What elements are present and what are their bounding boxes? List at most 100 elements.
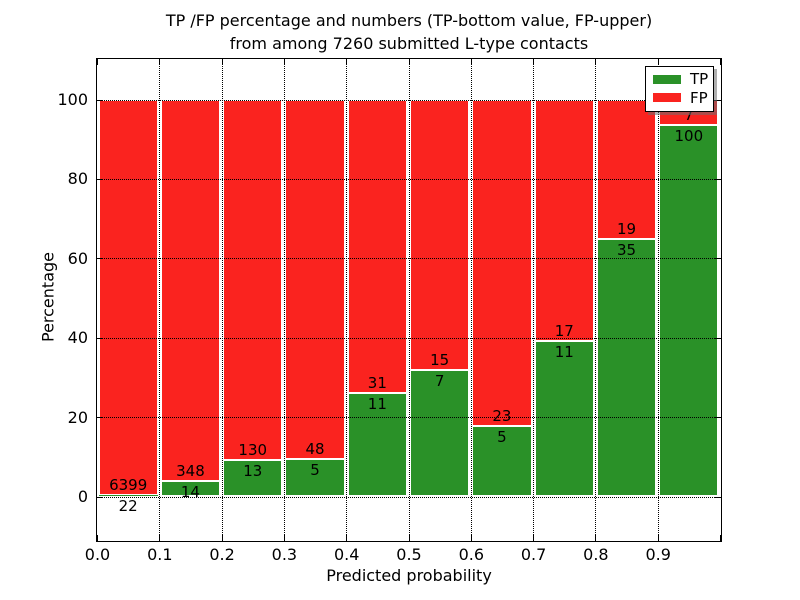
gridline-x	[657, 58, 659, 541]
fp-bar-segment	[160, 99, 221, 482]
gridline-x	[408, 58, 410, 541]
fp-count-label: 6399	[109, 476, 148, 495]
fp-bar-segment	[285, 99, 345, 460]
legend: TP FP	[645, 65, 714, 112]
x-tick-top	[159, 58, 161, 65]
tp-bar-segment	[659, 125, 719, 497]
gridline-x	[533, 58, 535, 541]
gridline-x	[159, 58, 161, 541]
fp-bar-segment	[596, 99, 657, 240]
fp-bar-segment	[410, 99, 470, 371]
y-tick-right	[715, 178, 721, 180]
y-tick-right	[715, 258, 721, 260]
tp-bar-segment	[160, 481, 221, 497]
y-tick-right	[715, 417, 721, 419]
x-tick	[283, 534, 285, 541]
fp-bar-segment	[347, 99, 407, 393]
x-tick	[657, 534, 659, 541]
fp-count-label: 130	[238, 441, 268, 460]
tp-count-label: 22	[118, 497, 138, 516]
x-tick-top	[657, 58, 659, 65]
gridline-x	[346, 58, 348, 541]
x-tick-top	[221, 58, 223, 65]
tp-bar-segment	[98, 495, 158, 497]
x-tick-top	[595, 58, 597, 65]
x-tick	[408, 534, 410, 541]
x-tick-top	[720, 58, 721, 65]
x-tick-top	[97, 58, 98, 65]
fp-bar-segment	[223, 99, 283, 461]
gridline-x	[470, 58, 472, 541]
x-tick-label: 0.2	[209, 545, 235, 564]
y-tick	[97, 496, 103, 498]
y-tick-right	[715, 99, 721, 101]
x-tick-label: 0.4	[333, 545, 360, 564]
plot-area: TP FP 6399 22 348 14 130 13 48 5 31 11 15 7 23 5 17 11 1…	[96, 57, 722, 542]
fp-count-label: 23	[492, 406, 512, 425]
fp-legend-label: FP	[690, 88, 708, 107]
x-axis-label: Predicted probability	[326, 566, 492, 585]
gridline-x	[283, 58, 285, 541]
tp-count-label: 5	[497, 427, 507, 446]
gridline-x	[221, 58, 223, 541]
tp-count-label: 11	[367, 394, 387, 413]
tp-legend-label: TP	[690, 70, 709, 89]
tp-bar-segment	[472, 425, 532, 497]
fp-legend-swatch	[653, 93, 681, 103]
fp-count-label: 7	[684, 106, 694, 125]
x-tick	[97, 534, 98, 541]
tp-count-label: 35	[617, 241, 637, 260]
y-tick-label: 60	[67, 248, 88, 268]
y-tick-right	[715, 337, 721, 339]
tp-bar-segment	[285, 459, 345, 497]
fp-count-label: 348	[176, 462, 205, 481]
x-tick	[533, 534, 535, 541]
y-tick-label: 40	[67, 328, 88, 348]
fp-count-label: 15	[430, 351, 450, 370]
tp-count-label: 13	[243, 462, 263, 481]
x-tick-top	[533, 58, 535, 65]
fp-bar-segment	[472, 99, 532, 426]
x-tick-label: 0.1	[147, 545, 173, 564]
tp-count-label: 5	[310, 461, 320, 480]
tp-count-label: 11	[554, 342, 574, 361]
legend-item-tp: TP	[653, 70, 709, 89]
x-tick	[720, 534, 721, 541]
tp-legend-swatch	[653, 74, 681, 84]
x-tick	[595, 534, 597, 541]
y-tick	[97, 337, 103, 339]
y-tick-label: 80	[67, 169, 88, 189]
fp-count-label: 17	[554, 321, 574, 340]
x-tick-label: 0.3	[271, 545, 298, 564]
x-tick-top	[346, 58, 348, 65]
y-tick	[97, 417, 103, 419]
x-tick-label: 0.8	[583, 545, 609, 564]
x-tick	[470, 534, 472, 541]
fp-count-label: 19	[617, 220, 637, 239]
y-tick-right	[715, 496, 721, 498]
chart-title: TP /FP percentage and numbers (TP-bottom…	[99, 9, 719, 55]
y-tick-label: 20	[67, 407, 88, 427]
tp-bar-segment	[596, 239, 657, 497]
y-tick-label: 0	[77, 487, 88, 506]
x-tick	[346, 534, 348, 541]
x-tick-label: 0.0	[84, 545, 111, 564]
x-tick-top	[470, 58, 472, 65]
tp-bar-segment	[223, 460, 283, 497]
y-tick	[97, 99, 103, 101]
x-tick-top	[408, 58, 410, 65]
x-tick	[159, 534, 161, 541]
fp-bar-segment	[98, 99, 158, 496]
x-tick-label: 0.7	[520, 545, 547, 564]
tp-count-label: 100	[674, 127, 704, 146]
tp-bar-segment	[410, 370, 470, 497]
legend-item-fp: FP	[653, 88, 708, 107]
fp-bar-segment	[534, 99, 594, 341]
tp-count-label: 14	[180, 483, 200, 502]
tp-bar-segment	[534, 340, 594, 497]
gridline-x	[595, 58, 597, 541]
chart-title-line2: from among 7260 submitted L-type contact…	[229, 34, 589, 53]
tp-bar-segment	[347, 392, 407, 497]
x-tick-top	[283, 58, 285, 65]
